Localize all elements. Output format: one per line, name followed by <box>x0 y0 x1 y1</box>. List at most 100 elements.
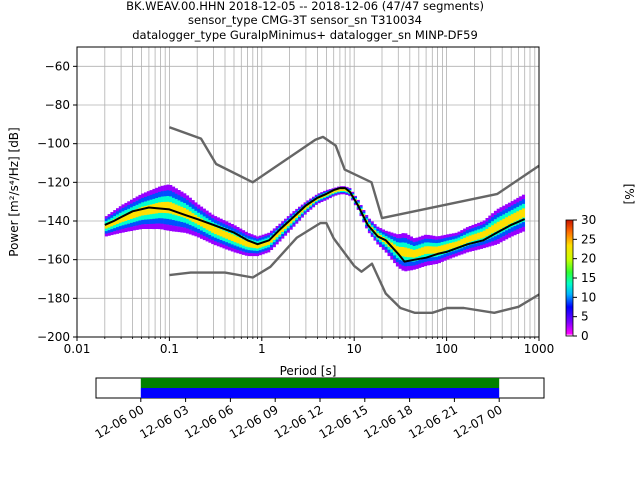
density-cell <box>390 239 394 243</box>
density-cell <box>412 249 416 255</box>
density-cell <box>440 255 444 259</box>
density-cell <box>325 195 329 198</box>
density-cell <box>334 193 338 195</box>
density-cell <box>281 231 285 235</box>
density-cell <box>345 190 349 193</box>
density-cell <box>390 249 394 253</box>
timeline-bars <box>140 378 500 398</box>
density-cell <box>376 228 380 232</box>
density-cell <box>141 202 145 207</box>
density-cell <box>152 203 156 210</box>
density-cell <box>216 228 220 232</box>
density-cell <box>401 261 405 266</box>
density-cell <box>418 240 422 245</box>
density-cell <box>370 230 374 234</box>
density-cell <box>118 226 122 230</box>
density-cell <box>272 244 276 248</box>
density-cell <box>463 247 467 251</box>
density-cell <box>516 229 520 234</box>
density-cell <box>443 254 447 258</box>
density-cell <box>272 228 276 231</box>
density-cell <box>298 208 302 211</box>
density-cell <box>289 221 293 224</box>
density-cell <box>172 220 176 226</box>
density-cell <box>256 246 260 249</box>
density-cell <box>127 227 131 232</box>
density-cell <box>488 227 492 232</box>
density-cell <box>264 245 268 249</box>
density-cell <box>127 220 131 224</box>
density-cell <box>496 213 500 218</box>
density-cell <box>334 194 338 196</box>
density-cell <box>303 208 307 211</box>
density-cell <box>376 226 380 230</box>
density-cell <box>152 198 156 205</box>
density-cell <box>474 223 478 228</box>
y-tick-label: −100 <box>37 137 70 151</box>
density-cell <box>180 206 184 213</box>
density-cell <box>432 250 436 254</box>
density-cell <box>172 192 176 199</box>
density-cell <box>395 238 399 243</box>
density-cell <box>446 237 450 241</box>
density-cell <box>205 214 209 219</box>
density-cell <box>256 250 260 254</box>
density-cell <box>415 245 419 250</box>
density-cell <box>507 207 511 212</box>
density-cell <box>219 236 223 241</box>
density-cell <box>228 226 232 230</box>
density-cell <box>205 225 209 230</box>
density-cell <box>225 231 229 236</box>
density-cell <box>104 233 108 237</box>
density-cell <box>337 190 341 192</box>
density-cell <box>270 247 274 250</box>
density-cell <box>465 227 469 231</box>
density-cell <box>132 202 136 207</box>
density-cell <box>244 234 248 238</box>
density-cell <box>479 225 483 229</box>
density-cell <box>339 189 343 191</box>
density-cell <box>426 261 430 266</box>
density-cell <box>258 252 262 256</box>
density-cell <box>272 237 276 241</box>
density-cell <box>160 207 164 214</box>
density-cell <box>395 242 399 247</box>
density-cell <box>146 214 150 220</box>
density-cell <box>482 241 486 245</box>
density-cell <box>454 238 458 242</box>
density-cell <box>169 213 173 220</box>
density-cell <box>337 189 341 191</box>
density-cell <box>359 213 363 215</box>
density-cell <box>169 196 173 203</box>
density-cell <box>381 229 385 233</box>
density-cell <box>404 233 408 239</box>
y-tick-label: −180 <box>37 291 70 305</box>
density-cell <box>317 198 321 200</box>
density-cell <box>163 224 167 231</box>
density-cell <box>465 239 469 243</box>
density-cell <box>393 237 397 241</box>
density-cell <box>121 228 125 233</box>
density-cell <box>239 241 243 245</box>
density-cell <box>158 202 162 208</box>
density-cell <box>158 212 162 219</box>
density-cell <box>264 236 268 239</box>
density-cell <box>474 236 478 241</box>
density-cell <box>415 260 419 265</box>
density-cell <box>104 228 108 232</box>
density-cell <box>496 226 500 231</box>
density-cell <box>233 242 237 246</box>
density-cell <box>443 238 447 242</box>
density-cell <box>144 219 148 225</box>
density-cell <box>244 246 248 250</box>
density-cell <box>127 216 131 221</box>
density-cell <box>298 206 302 209</box>
density-cell <box>390 255 394 260</box>
density-cell <box>230 224 234 228</box>
density-cell <box>146 219 150 225</box>
density-cell <box>395 246 399 251</box>
density-cell <box>519 228 523 233</box>
density-cell <box>465 233 469 237</box>
timeline-tick-label: 12-06 12 <box>272 402 326 441</box>
density-cell <box>381 247 385 250</box>
